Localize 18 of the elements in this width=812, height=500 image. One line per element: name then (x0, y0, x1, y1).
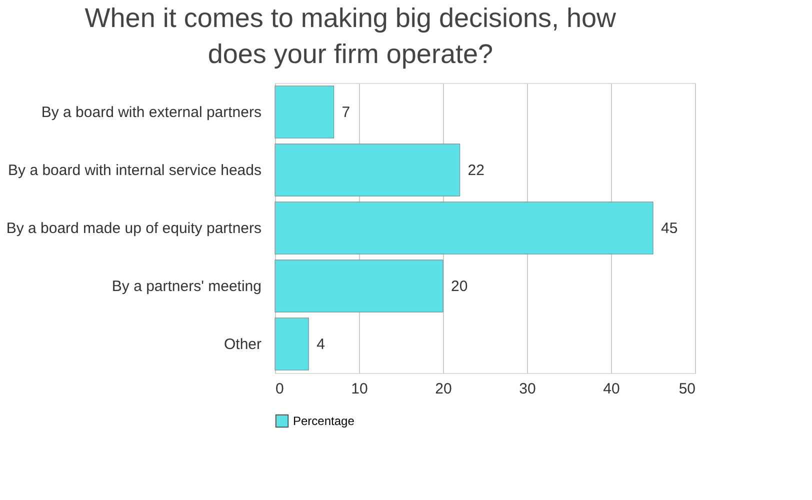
data-label: 22 (468, 162, 484, 179)
chart-title: When it comes to making big decisions, how does your firm operate? (84, 3, 617, 69)
x-tick-label: 50 (678, 380, 696, 398)
data-label: 7 (342, 104, 350, 121)
y-tick-label: Other (224, 336, 262, 353)
y-tick-label: By a board with internal service heads (8, 162, 262, 179)
y-tick-label: By a board made up of equity partners (6, 220, 262, 237)
y-tick-label: By a partners' meeting (112, 278, 262, 295)
x-tick-label: 0 (276, 380, 284, 398)
x-tick-label: 20 (435, 380, 452, 398)
y-tick-label: By a board with external partners (41, 104, 262, 121)
data-label: 45 (661, 220, 678, 237)
x-tick-label: 30 (519, 380, 536, 398)
data-label: 4 (316, 336, 325, 353)
data-label: 20 (451, 278, 468, 295)
legend-label: Percentage (293, 414, 355, 428)
x-tick-label: 10 (351, 380, 368, 398)
x-tick-label: 40 (603, 380, 620, 398)
